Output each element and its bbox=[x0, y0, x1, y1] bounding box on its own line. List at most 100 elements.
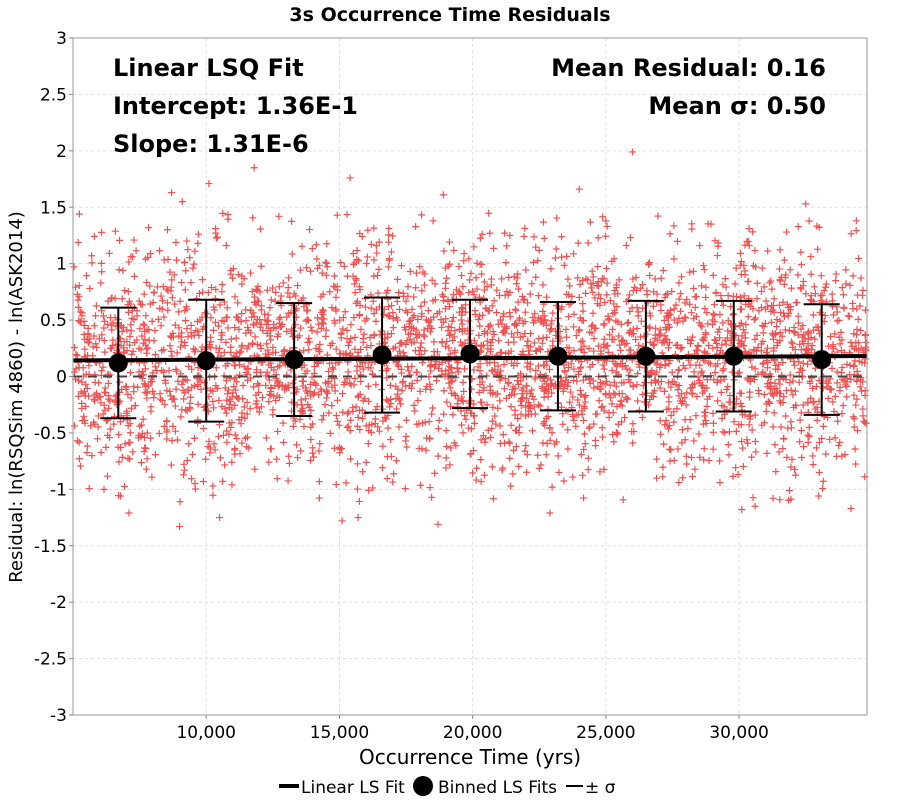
scatter-point bbox=[435, 416, 443, 424]
scatter-point bbox=[397, 262, 405, 270]
scatter-point bbox=[779, 298, 787, 306]
scatter-point bbox=[199, 288, 207, 296]
scatter-point bbox=[75, 317, 83, 325]
scatter-point bbox=[319, 319, 327, 327]
scatter-point bbox=[824, 342, 832, 350]
scatter-point bbox=[209, 397, 217, 405]
scatter-point bbox=[682, 452, 690, 460]
scatter-point bbox=[776, 397, 784, 405]
scatter-point bbox=[729, 472, 737, 480]
scatter-point bbox=[675, 279, 683, 287]
scatter-point bbox=[420, 298, 428, 306]
scatter-point bbox=[322, 258, 330, 266]
scatter-point bbox=[681, 299, 689, 307]
binned-fit-point bbox=[812, 350, 832, 370]
scatter-point bbox=[328, 304, 336, 312]
scatter-point bbox=[695, 430, 703, 438]
scatter-point bbox=[425, 418, 433, 426]
scatter-point bbox=[465, 255, 473, 263]
scatter-point bbox=[100, 337, 108, 345]
scatter-point bbox=[590, 347, 598, 355]
scatter-point bbox=[559, 410, 567, 418]
scatter-point bbox=[181, 286, 189, 294]
scatter-point bbox=[171, 300, 179, 308]
scatter-point bbox=[778, 332, 786, 340]
scatter-point bbox=[713, 339, 721, 347]
scatter-point bbox=[528, 280, 536, 288]
scatter-point bbox=[735, 368, 743, 376]
scatter-point bbox=[724, 441, 732, 449]
scatter-point bbox=[846, 361, 854, 369]
scatter-point bbox=[526, 290, 534, 298]
scatter-point bbox=[354, 413, 362, 421]
scatter-point bbox=[461, 412, 469, 420]
scatter-points bbox=[70, 148, 870, 531]
scatter-point bbox=[263, 316, 271, 324]
scatter-point bbox=[97, 448, 105, 456]
scatter-point bbox=[851, 445, 859, 453]
scatter-point bbox=[275, 283, 283, 291]
scatter-point bbox=[180, 471, 188, 479]
scatter-point bbox=[103, 472, 111, 480]
scatter-point bbox=[788, 455, 796, 463]
scatter-point bbox=[126, 429, 134, 437]
scatter-point bbox=[666, 230, 674, 238]
scatter-point bbox=[608, 325, 616, 333]
scatter-point bbox=[476, 260, 484, 268]
scatter-point bbox=[710, 311, 718, 319]
scatter-point bbox=[289, 422, 297, 430]
scatter-point bbox=[546, 327, 554, 335]
scatter-point bbox=[523, 451, 531, 459]
scatter-point bbox=[546, 436, 554, 444]
scatter-point bbox=[416, 343, 424, 351]
scatter-point bbox=[500, 327, 508, 335]
scatter-point bbox=[244, 376, 252, 384]
scatter-point bbox=[88, 259, 96, 267]
scatter-point bbox=[498, 275, 506, 283]
scatter-point bbox=[86, 285, 94, 293]
scatter-point bbox=[762, 297, 770, 305]
scatter-point bbox=[612, 281, 620, 289]
scatter-point bbox=[797, 427, 805, 435]
scatter-point bbox=[833, 317, 841, 325]
scatter-point bbox=[297, 324, 305, 332]
scatter-point bbox=[490, 297, 498, 305]
scatter-point bbox=[492, 390, 500, 398]
scatter-point bbox=[476, 322, 484, 330]
scatter-point bbox=[367, 428, 375, 436]
scatter-point bbox=[495, 292, 503, 300]
scatter-point bbox=[228, 458, 236, 466]
scatter-point bbox=[265, 458, 273, 466]
scatter-point bbox=[215, 433, 223, 441]
scatter-point bbox=[170, 271, 178, 279]
scatter-point bbox=[854, 339, 862, 347]
scatter-point bbox=[238, 439, 246, 447]
scatter-point bbox=[384, 286, 392, 294]
scatter-point bbox=[263, 286, 271, 294]
scatter-point bbox=[626, 308, 634, 316]
scatter-point bbox=[478, 230, 486, 238]
scatter-point bbox=[412, 223, 420, 231]
scatter-point bbox=[728, 332, 736, 340]
scatter-point bbox=[265, 376, 273, 384]
scatter-point bbox=[600, 321, 608, 329]
scatter-point bbox=[672, 380, 680, 388]
scatter-point bbox=[614, 429, 622, 437]
scatter-point bbox=[486, 389, 494, 397]
scatter-point bbox=[510, 446, 518, 454]
scatter-point bbox=[496, 349, 504, 357]
scatter-point bbox=[415, 420, 423, 428]
scatter-point bbox=[458, 271, 466, 279]
scatter-point bbox=[393, 275, 401, 283]
scatter-point bbox=[467, 269, 475, 277]
scatter-point bbox=[647, 369, 655, 377]
scatter-point bbox=[144, 344, 152, 352]
scatter-point bbox=[558, 303, 566, 311]
scatter-point bbox=[317, 385, 325, 393]
scatter-point bbox=[709, 445, 717, 453]
scatter-point bbox=[815, 223, 823, 231]
scatter-point bbox=[646, 338, 654, 346]
scatter-point bbox=[218, 281, 226, 289]
scatter-point bbox=[829, 311, 837, 319]
scatter-point bbox=[707, 220, 715, 228]
